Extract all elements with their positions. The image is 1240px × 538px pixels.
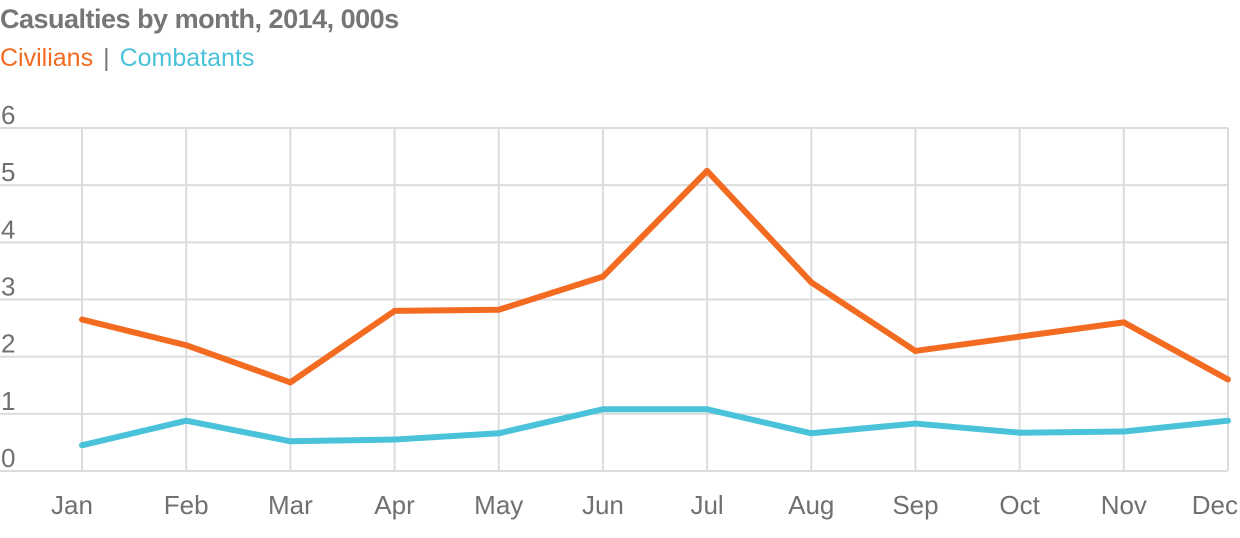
y-tick-label: 3	[1, 272, 15, 302]
x-tick-label: Mar	[268, 490, 313, 520]
data-point-civilians	[495, 306, 502, 313]
data-point-combatants	[599, 406, 606, 413]
data-point-combatants	[1225, 417, 1231, 424]
data-point-civilians	[599, 273, 606, 280]
y-tick-label: 1	[1, 386, 15, 416]
y-tick-label: 2	[1, 329, 15, 359]
data-point-civilians	[79, 316, 85, 323]
data-point-combatants	[912, 420, 919, 427]
x-tick-label: Apr	[374, 490, 415, 520]
chart-title: Casualties by month, 2014, 000s	[0, 4, 399, 34]
x-tick-label: Feb	[164, 490, 209, 520]
data-point-combatants	[391, 436, 398, 443]
x-tick-label: Sep	[892, 490, 938, 520]
series-line-combatants	[81, 406, 1229, 449]
series-line-civilians	[81, 167, 1230, 386]
data-point-combatants	[704, 406, 711, 413]
x-tick-label: Jan	[51, 490, 93, 520]
x-tick-label: May	[474, 490, 523, 520]
y-tick-label: 5	[1, 157, 15, 187]
y-tick-label: 4	[1, 214, 15, 244]
data-point-civilians	[391, 307, 398, 314]
x-tick-label: Jul	[690, 490, 723, 520]
x-tick-label: Oct	[999, 490, 1040, 520]
x-tick-label: Aug	[788, 490, 834, 520]
data-point-combatants	[79, 442, 85, 449]
data-point-civilians	[912, 347, 919, 354]
legend: Civilians | Combatants	[0, 44, 254, 73]
data-point-civilians	[287, 379, 294, 386]
data-point-civilians	[1120, 319, 1127, 326]
x-tick-label: Jun	[582, 490, 624, 520]
data-point-combatants	[1016, 429, 1023, 436]
data-point-civilians	[704, 167, 711, 174]
data-point-civilians	[183, 342, 190, 349]
legend-civilians: Civilians	[0, 44, 94, 72]
data-point-combatants	[495, 430, 502, 437]
data-point-combatants	[1120, 428, 1127, 435]
x-tick-label: Dec	[1192, 490, 1238, 520]
legend-combatants: Combatants	[119, 44, 255, 72]
data-point-civilians	[808, 279, 815, 286]
y-tick-label: 6	[1, 100, 15, 130]
legend-separator: |	[103, 44, 110, 72]
y-tick-label: 0	[1, 443, 15, 473]
data-point-civilians	[1016, 333, 1023, 340]
data-point-combatants	[287, 438, 294, 445]
data-point-civilians	[1225, 376, 1231, 383]
x-tick-label: Nov	[1101, 490, 1147, 520]
data-point-combatants	[808, 430, 815, 437]
data-point-combatants	[183, 417, 190, 424]
